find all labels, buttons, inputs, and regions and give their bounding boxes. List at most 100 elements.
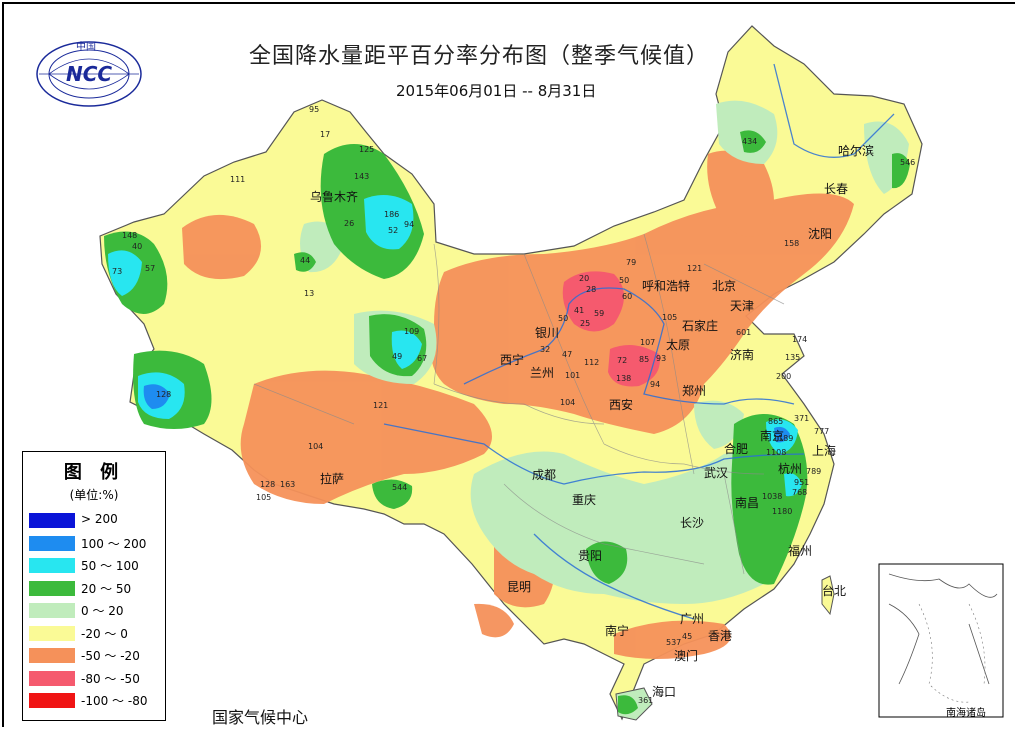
station-value: 44	[300, 256, 311, 265]
station-value: 105	[256, 493, 272, 502]
city-label: 南京	[760, 429, 785, 443]
station-value: 25	[580, 319, 591, 328]
station-value: 41	[574, 306, 585, 315]
station-value: 777	[814, 427, 830, 436]
legend-swatch	[29, 558, 75, 573]
legend-label: 50 ～ 100	[81, 559, 139, 573]
station-value: 104	[560, 398, 576, 407]
station-value: 111	[230, 175, 246, 184]
legend-item: 50 ～ 100	[29, 557, 163, 575]
station-value: 112	[584, 358, 600, 367]
legend-swatch	[29, 513, 75, 528]
station-value: 57	[145, 264, 156, 273]
station-value: 1189	[773, 434, 794, 443]
ncc-logo	[36, 41, 142, 107]
legend: 图 例 (单位:%) > 200 100 ～ 200 50 ～ 100 20 ～ 50…	[22, 451, 166, 721]
legend-item: 0 ～ 20	[29, 602, 163, 620]
city-label: 哈尔滨	[838, 144, 875, 158]
station-value: 143	[354, 172, 370, 181]
city-label: 福州	[788, 544, 813, 558]
logo-arc-text: 中国	[76, 42, 96, 53]
city-label: 天津	[730, 299, 755, 313]
station-value: 40	[132, 242, 143, 251]
station-value: 601	[736, 328, 752, 337]
station-value: 104	[308, 442, 324, 451]
station-value: 47	[562, 350, 573, 359]
city-label: 长春	[824, 182, 849, 196]
city-label: 郑州	[682, 384, 707, 398]
legend-unit: (单位:%)	[69, 488, 119, 502]
legend-swatch	[29, 670, 75, 686]
legend-swatch	[29, 535, 75, 551]
station-value: 59	[594, 309, 605, 318]
city-label: 西安	[609, 398, 634, 412]
station-value: 135	[785, 353, 801, 362]
station-value: 94	[650, 380, 661, 389]
station-value: 148	[122, 231, 138, 240]
map-subtitle: 2015年06月01日 -- 8月31日	[396, 82, 597, 100]
station-value: 95	[309, 105, 320, 114]
station-value: 121	[373, 401, 389, 410]
station-value: 546	[900, 158, 916, 167]
station-value: 1108	[766, 448, 787, 457]
legend-item: > 200	[29, 512, 163, 530]
city-label: 合肥	[724, 442, 749, 456]
station-value: 200	[776, 372, 792, 381]
legend-swatch	[29, 603, 75, 618]
station-value: 50	[619, 276, 630, 285]
station-value: 434	[742, 137, 758, 146]
city-label: 上海	[812, 444, 837, 458]
city-label: 成都	[532, 468, 557, 482]
legend-swatch	[29, 693, 75, 708]
station-value: 544	[392, 483, 408, 492]
city-label: 南宁	[605, 624, 630, 638]
station-value: 789	[806, 467, 822, 476]
city-label: 太原	[666, 338, 691, 352]
city-label: 台北	[822, 584, 847, 598]
station-value: 28	[586, 285, 597, 294]
legend-label: > 200	[81, 512, 118, 526]
map-title: 全国降水量距平百分率分布图（整季气候值）	[249, 44, 710, 69]
legend-item: 20 ～ 50	[29, 580, 163, 598]
station-value: 128	[260, 480, 276, 489]
station-value: 109	[404, 327, 420, 336]
city-label: 北京	[712, 279, 737, 293]
legend-item: -100 ～ -80	[29, 692, 163, 710]
precipitation-map	[4, 4, 1017, 729]
city-label: 海口	[652, 685, 677, 699]
city-label: 武汉	[704, 466, 729, 480]
legend-label: 0 ～ 20	[81, 604, 124, 618]
station-value: 20	[579, 274, 590, 283]
station-value: 32	[540, 345, 551, 354]
city-label: 澳门	[674, 649, 699, 663]
station-value: 186	[384, 210, 400, 219]
station-value: 49	[392, 352, 403, 361]
station-value: 101	[565, 371, 581, 380]
city-label: 乌鲁木齐	[310, 190, 359, 204]
station-value: 371	[794, 414, 810, 423]
station-value: 105	[662, 313, 678, 322]
station-value: 107	[640, 338, 656, 347]
city-label: 南昌	[735, 496, 760, 510]
station-value: 93	[656, 354, 667, 363]
city-label: 西宁	[500, 353, 525, 367]
legend-item: 100 ～ 200	[29, 535, 163, 553]
legend-swatch	[29, 580, 75, 596]
city-label: 济南	[730, 348, 755, 362]
city-label: 长沙	[680, 516, 705, 530]
station-value: 45	[682, 632, 693, 641]
logo-text: NCC	[66, 62, 113, 86]
legend-label: -100 ～ -80	[81, 694, 148, 708]
city-label: 兰州	[530, 366, 555, 380]
inset-label: 南海诸岛	[946, 708, 986, 719]
city-label: 银川	[535, 326, 560, 340]
station-value: 138	[616, 374, 632, 383]
city-label: 石家庄	[682, 319, 719, 333]
legend-label: -50 ～ -20	[81, 649, 140, 663]
station-value: 865	[768, 417, 784, 426]
station-value: 60	[622, 292, 633, 301]
city-label: 呼和浩特	[642, 279, 691, 293]
station-value: 537	[666, 638, 682, 647]
legend-item: -80 ～ -50	[29, 670, 163, 688]
